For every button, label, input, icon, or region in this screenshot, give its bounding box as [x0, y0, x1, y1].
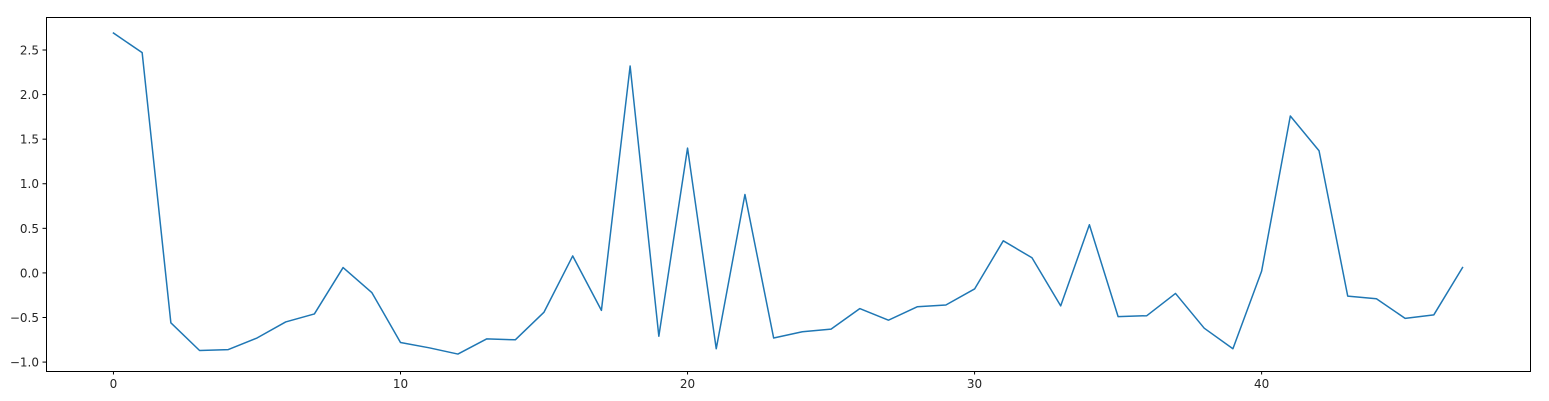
x-tick-label: 40: [1254, 377, 1269, 391]
x-tick-label: 0: [110, 377, 118, 391]
x-tick-label: 10: [393, 377, 408, 391]
y-tick-label: 1.0: [20, 177, 39, 191]
x-tick-label: 20: [680, 377, 695, 391]
y-tick-label: −1.0: [10, 356, 39, 370]
y-tick-label: 0.5: [20, 222, 39, 236]
x-tick-label: 30: [967, 377, 982, 391]
y-axis: −1.0 −0.5 0.0 0.5 1.0 1.5 2.0 2.5: [10, 43, 46, 370]
y-tick-label: 1.5: [20, 133, 39, 147]
y-tick-label: 2.0: [20, 88, 39, 102]
axes-frame: [46, 17, 1531, 372]
y-tick-label: 2.5: [20, 43, 39, 57]
y-tick-label: 0.0: [20, 266, 39, 280]
series-line: [112, 32, 1464, 355]
plot-area: [112, 32, 1464, 355]
y-tick-label: −0.5: [10, 311, 39, 325]
